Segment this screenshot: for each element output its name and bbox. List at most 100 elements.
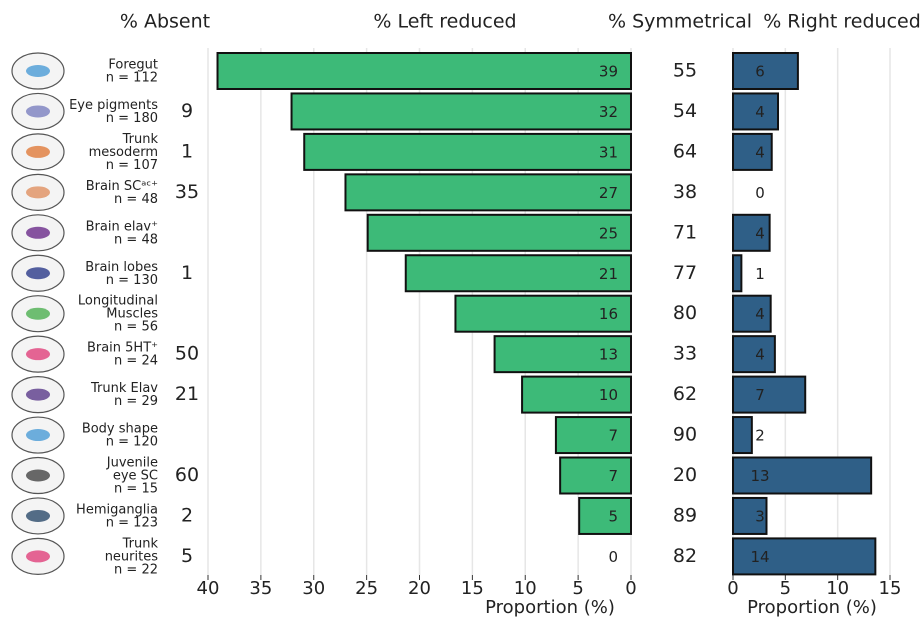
data-label: 25	[599, 224, 618, 242]
icon	[26, 348, 50, 360]
x-axis-label: Proportion (%)	[747, 597, 877, 618]
bar	[579, 498, 631, 534]
sample-size: n = 56	[114, 319, 158, 334]
x-tick-label: 35	[249, 578, 272, 599]
symmetrical-value: 64	[673, 140, 697, 162]
bar	[733, 255, 741, 291]
bar	[218, 53, 631, 89]
icon	[26, 105, 50, 117]
data-label: 3	[755, 507, 765, 525]
symmetrical-value: 80	[673, 302, 697, 324]
data-label: 32	[599, 103, 618, 121]
symmetrical-value: 82	[673, 545, 697, 567]
x-tick-label: 10	[514, 578, 537, 599]
bar	[733, 53, 798, 89]
sample-size: n = 29	[114, 394, 158, 409]
data-label: 21	[599, 265, 618, 283]
panel-title: % Left reduced	[373, 11, 516, 33]
chart: 0510152025303540Proportion (%)% Left red…	[0, 0, 922, 622]
absent-value: 5	[181, 545, 193, 567]
panel-title: % Right reduced	[763, 11, 921, 33]
icon	[26, 186, 50, 198]
bar	[733, 377, 805, 413]
absent-value: 1	[181, 140, 193, 162]
data-label: 5	[608, 507, 618, 525]
sample-size: n = 22	[114, 562, 158, 577]
page: {"chart_data": {"type": "bar", "orientat…	[0, 0, 922, 622]
icon	[26, 550, 50, 562]
symmetrical-value: 55	[673, 60, 697, 82]
x-tick-label: 5	[572, 578, 583, 599]
sample-size: n = 180	[106, 110, 158, 125]
symmetrical-value: 77	[673, 262, 697, 284]
symmetrical-value: 20	[673, 464, 697, 486]
category-label: Brain SCᵃᶜ⁺n = 48	[86, 178, 158, 206]
data-label: 4	[755, 224, 765, 242]
symmetrical-value: 62	[673, 383, 697, 405]
data-label: 14	[750, 548, 769, 566]
data-label: 16	[599, 305, 618, 323]
absent-value: 50	[175, 343, 199, 365]
sample-size: n = 120	[106, 434, 158, 449]
x-tick-label: 15	[879, 578, 902, 599]
bar	[733, 296, 771, 332]
x-tick-label: 20	[408, 578, 431, 599]
category-label: Brain 5HT⁺n = 24	[87, 340, 158, 368]
absent-value: 35	[175, 181, 199, 203]
bar	[733, 417, 752, 453]
data-label: 1	[755, 265, 765, 283]
bar	[556, 417, 631, 453]
bar	[733, 336, 775, 372]
symmetrical-value: 71	[673, 221, 697, 243]
data-label: 10	[599, 386, 618, 404]
data-label: 4	[755, 346, 765, 364]
data-label: 4	[755, 305, 765, 323]
x-tick-label: 40	[197, 578, 220, 599]
data-label: 39	[599, 63, 618, 81]
column-title: % Symmetrical	[608, 11, 752, 33]
icon	[26, 389, 50, 401]
data-label: 4	[755, 103, 765, 121]
data-label: 7	[755, 386, 765, 404]
data-label: 13	[750, 467, 769, 485]
absent-value: 2	[181, 504, 193, 526]
absent-value: 60	[175, 464, 199, 486]
bar	[345, 174, 631, 210]
icon	[26, 470, 50, 482]
sample-size: n = 130	[106, 272, 158, 287]
data-label: 27	[599, 184, 618, 202]
bar	[560, 458, 631, 494]
symmetrical-value: 33	[673, 343, 697, 365]
column-title: % Absent	[120, 11, 210, 33]
symmetrical-value: 90	[673, 424, 697, 446]
sample-size: n = 48	[114, 232, 158, 247]
x-tick-label: 30	[302, 578, 325, 599]
symmetrical-value: 38	[673, 181, 697, 203]
data-label: 4	[755, 143, 765, 161]
x-axis-label: Proportion (%)	[485, 597, 615, 618]
sample-size: n = 123	[106, 515, 158, 530]
data-label: 7	[608, 427, 618, 445]
data-label: 0	[608, 548, 618, 566]
x-tick-label: 0	[727, 578, 738, 599]
sample-size: n = 15	[114, 481, 158, 496]
x-tick-label: 5	[780, 578, 791, 599]
icon	[26, 65, 50, 77]
bar	[292, 93, 631, 129]
bar	[368, 215, 631, 251]
category-label: Juvenileeye SCn = 15	[106, 455, 158, 496]
bar	[304, 134, 631, 170]
icon	[26, 308, 50, 320]
data-label: 31	[599, 143, 618, 161]
x-tick-label: 10	[826, 578, 849, 599]
data-label: 13	[599, 346, 618, 364]
absent-value: 21	[175, 383, 199, 405]
sample-size: n = 24	[114, 353, 158, 368]
icon	[26, 146, 50, 158]
sample-size: n = 48	[114, 191, 158, 206]
